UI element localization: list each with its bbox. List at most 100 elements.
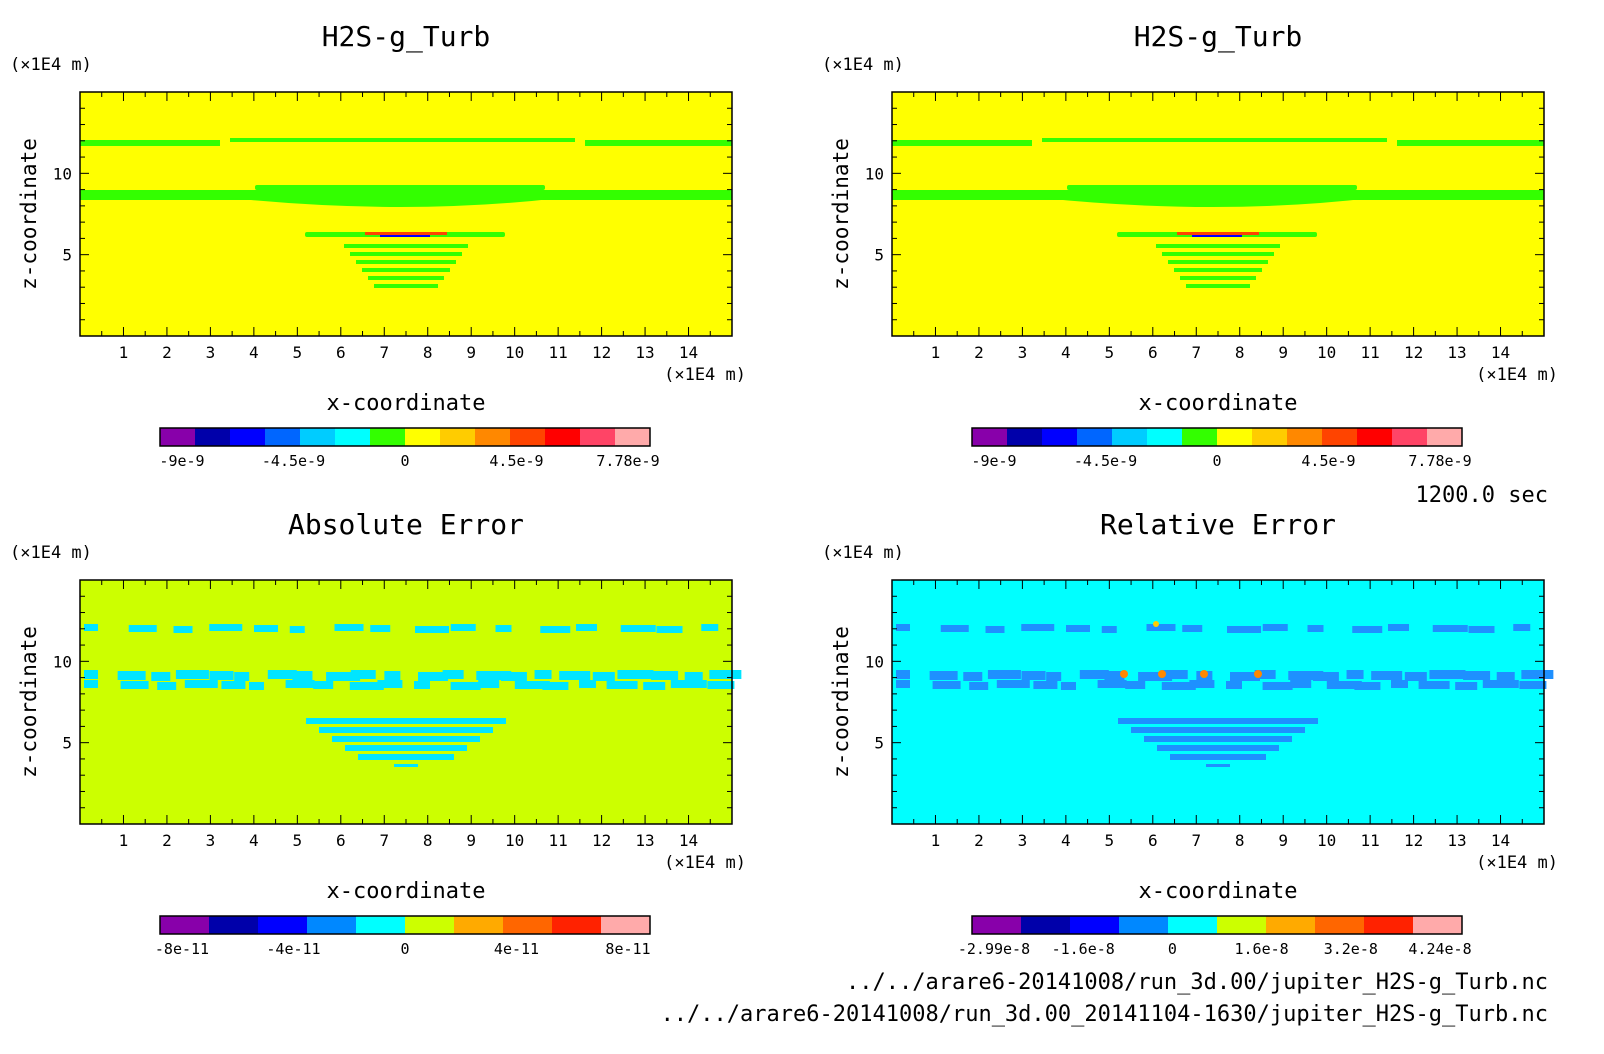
- field-patch: [175, 670, 209, 679]
- field-peak: [380, 235, 430, 237]
- field-patch: [384, 671, 401, 680]
- field-patch: [1496, 672, 1515, 681]
- colorbar-swatch: [1119, 916, 1169, 934]
- field-patch: [1230, 672, 1260, 681]
- field-patch: [1482, 680, 1519, 688]
- colorbar-swatch: [1217, 916, 1267, 934]
- x-tick-label: 11: [1361, 831, 1380, 850]
- field-patch: [929, 671, 958, 680]
- field-patch: [292, 671, 313, 680]
- field-patch: [1418, 681, 1450, 689]
- x-tick-label: 14: [679, 831, 698, 850]
- colorbar-swatch: [1315, 916, 1365, 934]
- x-tick-label: 7: [1191, 831, 1201, 850]
- x-tick-label: 8: [1235, 831, 1245, 850]
- field-patch: [267, 670, 297, 679]
- field-patch: [670, 680, 707, 688]
- field-patch: [701, 624, 719, 631]
- x-tick-label: 10: [505, 343, 524, 362]
- field-patch: [394, 764, 418, 767]
- x-tick-label: 13: [1447, 343, 1466, 362]
- colorbar-tick-label: 4.24e-8: [1408, 940, 1471, 958]
- field-patch: [1033, 681, 1058, 689]
- field-patch: [289, 626, 305, 633]
- y-tick-label: 10: [865, 652, 884, 671]
- field-hotspot: [1254, 670, 1262, 678]
- field-patch: [117, 671, 146, 680]
- colorbar-tick-label: 4.5e-9: [489, 452, 543, 470]
- colorbar-swatch: [307, 916, 357, 934]
- field-patch: [932, 681, 961, 689]
- field-band: [255, 185, 545, 190]
- x-unit-label: (×1E4 m): [664, 853, 746, 873]
- field-band: [1397, 140, 1544, 146]
- field-patch: [1354, 682, 1381, 690]
- colorbar-swatch: [972, 916, 1022, 934]
- field-patch: [896, 670, 910, 679]
- plot-background: [80, 580, 732, 824]
- x-axis-label: x-coordinate: [327, 879, 486, 904]
- field-ripple: [1156, 244, 1280, 248]
- x-tick-label: 3: [1018, 831, 1028, 850]
- field-patch: [1161, 682, 1196, 690]
- field-patch: [84, 680, 98, 688]
- field-patch: [157, 682, 177, 690]
- field-patch: [1290, 680, 1312, 688]
- field-patch: [1104, 671, 1125, 680]
- x-tick-label: 14: [679, 343, 698, 362]
- x-tick-label: 6: [336, 831, 346, 850]
- y-unit-label: (×1E4 m): [822, 543, 904, 563]
- field-features: [896, 621, 1554, 767]
- colorbar-swatch: [300, 428, 336, 446]
- field-patch: [1144, 736, 1292, 742]
- field-patch: [1118, 718, 1318, 724]
- x-tick-label: 9: [466, 831, 476, 850]
- x-tick-label: 9: [466, 343, 476, 362]
- colorbar-tick-label: 0: [400, 940, 409, 958]
- x-tick-label: 11: [549, 343, 568, 362]
- field-patch: [442, 670, 464, 679]
- x-unit-label: (×1E4 m): [1476, 365, 1558, 385]
- colorbar-tick-label: -2.99e-8: [958, 940, 1030, 958]
- x-axis-label: x-coordinate: [1139, 391, 1298, 416]
- colorbar-swatch: [1077, 428, 1113, 446]
- field-patch: [1262, 624, 1288, 631]
- field-band: [892, 140, 1032, 146]
- colorbar-frame: [159, 427, 651, 447]
- chart-panel: H2S-g_Turb(×1E4 m)1 2 3 4 5 6 7 8 9 10 11 12 13 14510…: [10, 20, 746, 470]
- x-tick-label: 2: [974, 831, 984, 850]
- field-patch: [579, 680, 596, 688]
- field-patch: [1101, 626, 1117, 633]
- field-patch: [620, 625, 656, 632]
- field-patch: [1519, 681, 1547, 689]
- x-tick-label: 9: [1278, 343, 1288, 362]
- colorbar-tick-label: -4e-11: [266, 940, 320, 958]
- field-patch: [1021, 671, 1046, 680]
- field-patch: [234, 672, 250, 681]
- colorbar-swatch: [356, 916, 406, 934]
- field-hotspot: [1120, 670, 1128, 678]
- field-patch: [1455, 682, 1478, 690]
- field-patch: [606, 681, 638, 689]
- field-patch: [151, 672, 171, 681]
- x-tick-label: 2: [162, 831, 172, 850]
- field-patch: [221, 681, 246, 689]
- field-patch: [1182, 625, 1203, 632]
- field-ripple: [362, 268, 450, 272]
- field-patch: [377, 680, 403, 688]
- field-peak: [365, 232, 447, 235]
- y-tick-label: 10: [53, 164, 72, 183]
- colorbar-swatch: [1322, 428, 1358, 446]
- field-patch: [969, 682, 989, 690]
- y-tick-label: 5: [62, 734, 72, 753]
- colorbar-swatch: [440, 428, 476, 446]
- colorbar-swatch: [1168, 916, 1218, 934]
- x-tick-label: 10: [1317, 831, 1336, 850]
- field-patch: [334, 624, 364, 631]
- field-patch: [643, 682, 666, 690]
- field-patch: [1079, 670, 1109, 679]
- colorbar-swatch: [1392, 428, 1428, 446]
- colorbar-swatch: [160, 916, 210, 934]
- x-tick-label: 1: [931, 831, 941, 850]
- field-patch: [319, 727, 493, 733]
